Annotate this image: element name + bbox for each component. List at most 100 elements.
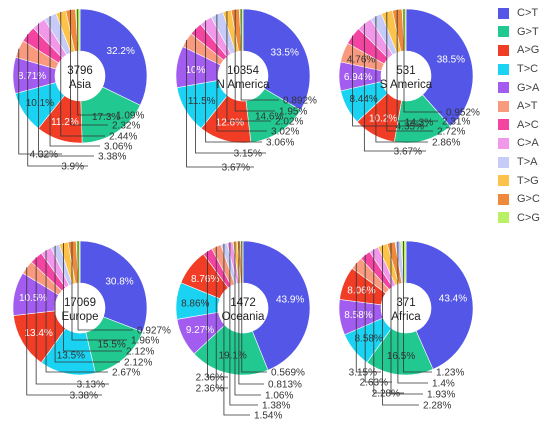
slice-value-label: 2.86% bbox=[432, 138, 460, 149]
slice-value-label: 33.5% bbox=[271, 48, 299, 59]
legend-label: G>A bbox=[517, 81, 540, 94]
center-count: 1472 bbox=[230, 297, 256, 309]
slice-value-label: 0.892% bbox=[283, 96, 317, 107]
legend-label: C>T bbox=[517, 7, 539, 20]
donut-chart: 32.2%17.3%11.2%10.1%8.71%4.32%3.9%3.38%3… bbox=[12, 8, 148, 173]
leader-line bbox=[49, 16, 100, 147]
legend-swatch bbox=[498, 137, 509, 149]
leader-line bbox=[229, 242, 258, 406]
slice-value-label: 4.76% bbox=[347, 55, 375, 66]
legend-item[interactable]: C>G bbox=[498, 209, 548, 228]
leader-line bbox=[240, 9, 279, 101]
leader-line bbox=[27, 34, 88, 167]
leader-line bbox=[45, 250, 108, 373]
center-count: 371 bbox=[396, 297, 415, 309]
slice-value-label: 10.1% bbox=[26, 98, 54, 109]
slice-value-label: 38.5% bbox=[437, 55, 465, 66]
legend-swatch bbox=[498, 44, 509, 56]
leader-line bbox=[71, 241, 127, 341]
legend-item[interactable]: C>A bbox=[498, 134, 548, 153]
center-count: 531 bbox=[396, 65, 415, 77]
legend-label: C>A bbox=[517, 137, 539, 150]
leader-line bbox=[241, 241, 267, 373]
center-count: 3796 bbox=[67, 65, 93, 77]
leader-line bbox=[355, 263, 381, 373]
leader-line bbox=[373, 249, 404, 394]
legend-item[interactable]: A>G bbox=[498, 41, 548, 60]
slice-value-label: 1.09% bbox=[116, 111, 144, 122]
legend-item[interactable]: G>T bbox=[498, 23, 548, 42]
slice-value-label: 1.54% bbox=[254, 411, 282, 422]
leader-line bbox=[205, 20, 262, 143]
legend-swatch bbox=[498, 100, 509, 112]
slice-value-label: 6.94% bbox=[344, 72, 372, 83]
leader-line bbox=[396, 9, 438, 122]
slice-value-label: 4.35% bbox=[396, 122, 424, 133]
leader-line bbox=[207, 251, 228, 378]
slice-value-label: 8.76% bbox=[191, 274, 219, 285]
slice-value-label: 2.36% bbox=[196, 384, 224, 395]
legend: C>T G>T A>G T>C G>A A>T A>C C>A T>A T>G G>C C>G bbox=[498, 4, 548, 227]
slice-value-label: 2.31% bbox=[442, 117, 470, 128]
slice-value-label: 2.12% bbox=[126, 347, 154, 358]
leader-line bbox=[63, 243, 122, 352]
slice-value-label: 17.3% bbox=[92, 112, 120, 123]
legend-swatch bbox=[498, 82, 509, 94]
slice-value-label: 2.72% bbox=[437, 127, 465, 138]
slice-value-label: 8.58% bbox=[354, 334, 382, 345]
legend-item[interactable]: T>A bbox=[498, 153, 548, 172]
leader-line bbox=[195, 28, 266, 154]
center-region: Oceania bbox=[222, 311, 265, 323]
leader-line bbox=[238, 241, 264, 385]
donut-slice-C-to-T bbox=[242, 8, 311, 111]
slice-value-label: 13.4% bbox=[25, 328, 53, 339]
center-region: Africa bbox=[391, 311, 421, 323]
legend-swatch bbox=[498, 175, 509, 187]
slice-value-label: 4.32% bbox=[30, 150, 58, 161]
leader-line bbox=[54, 245, 120, 363]
donut-chart: 38.5% 14.3% 10.2% 8.44% 6.94% 4.76% 4.35% 3.67%… bbox=[338, 8, 480, 158]
donut-slice-C-to-T bbox=[79, 8, 148, 106]
slice-value-label: 2.28% bbox=[423, 401, 451, 412]
legend-label: T>C bbox=[517, 63, 539, 76]
center-region: N America bbox=[216, 79, 270, 91]
slice-value-label: 3.06% bbox=[266, 138, 294, 149]
center-region: S America bbox=[380, 79, 433, 91]
slice-value-label: 2.67% bbox=[112, 368, 140, 379]
legend-label: A>T bbox=[517, 100, 538, 113]
slice-value-label: 19.1% bbox=[218, 350, 246, 361]
slice-value-label: 3.15% bbox=[349, 368, 377, 379]
legend-swatch bbox=[498, 156, 509, 168]
slice-value-label: 0.813% bbox=[268, 380, 302, 391]
legend-item[interactable]: G>C bbox=[498, 190, 548, 209]
slice-value-label: 1.96% bbox=[131, 336, 159, 347]
leader-line bbox=[216, 14, 267, 132]
legend-item[interactable]: G>A bbox=[498, 78, 548, 97]
legend-item[interactable]: T>C bbox=[498, 60, 548, 79]
legend-item[interactable]: A>T bbox=[498, 97, 548, 116]
legend-label: T>G bbox=[517, 174, 539, 187]
slice-value-label: 14.6% bbox=[255, 112, 283, 123]
slice-value-label: 1.38% bbox=[262, 401, 290, 412]
center-region: Asia bbox=[69, 79, 92, 91]
slice-value-label: 1.23% bbox=[436, 368, 464, 379]
leader-line bbox=[397, 241, 428, 384]
slice-value-label: 3.9% bbox=[61, 162, 84, 173]
slice-value-label: 10.2% bbox=[369, 114, 397, 125]
legend-item[interactable]: A>C bbox=[498, 116, 548, 135]
slice-value-label: 1.4% bbox=[432, 379, 455, 390]
center-count: 10354 bbox=[227, 65, 260, 77]
legend-label: G>T bbox=[517, 25, 539, 38]
legend-item[interactable]: T>G bbox=[498, 171, 548, 190]
slice-value-label: 15.5% bbox=[97, 340, 125, 351]
legend-swatch bbox=[498, 63, 509, 75]
legend-label: C>G bbox=[517, 211, 540, 224]
donut-slice-C-to-T bbox=[242, 240, 311, 371]
slice-value-label: 2.44% bbox=[109, 132, 137, 143]
slice-value-label: 14.3% bbox=[405, 118, 433, 129]
legend-item[interactable]: C>T bbox=[498, 4, 548, 23]
donut-charts: 32.2%17.3%11.2%10.1%8.71%4.32%3.9%3.38%3… bbox=[12, 8, 480, 422]
legend-swatch bbox=[498, 7, 509, 19]
leader-line bbox=[77, 9, 112, 116]
leader-line bbox=[38, 23, 94, 157]
